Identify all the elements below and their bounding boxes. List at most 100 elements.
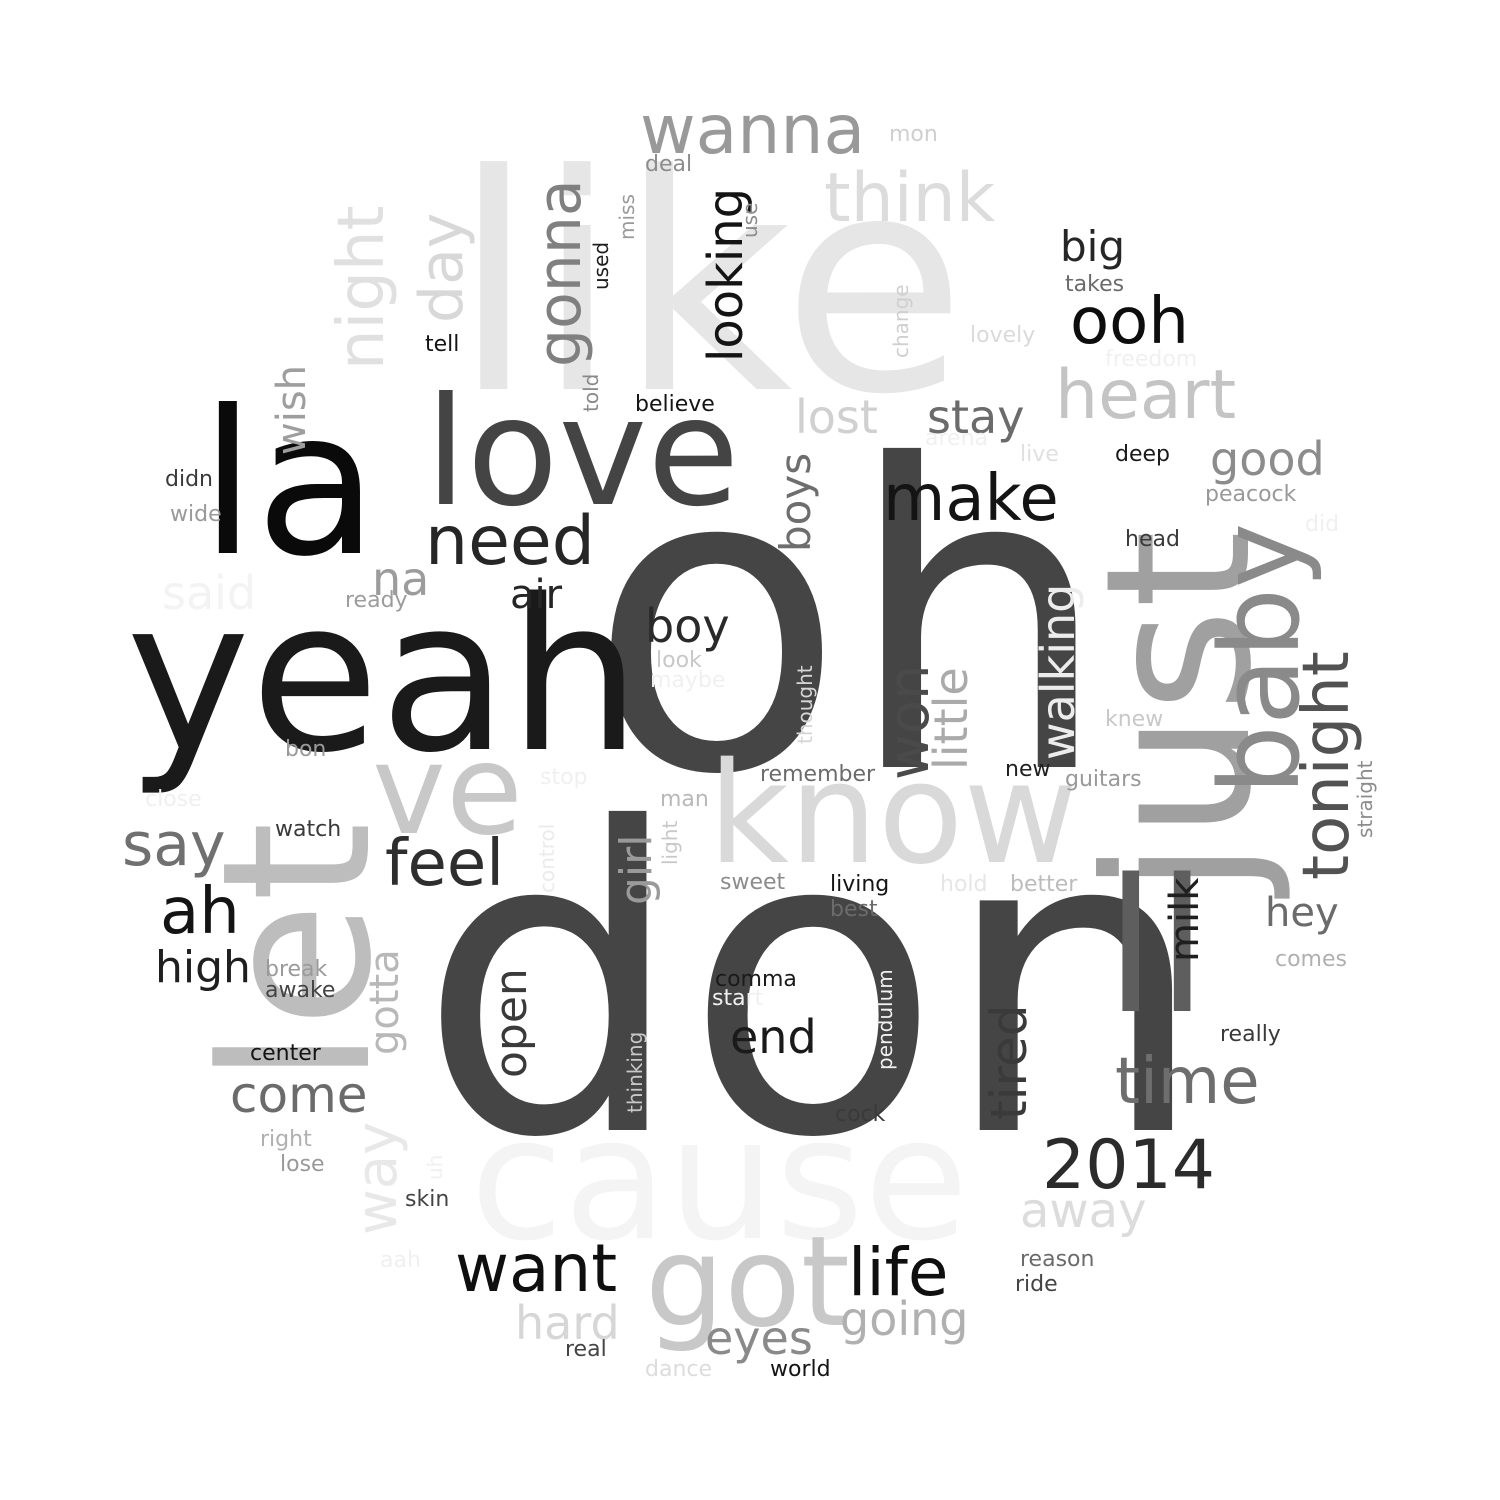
- word-new: new: [1005, 757, 1051, 782]
- word-right: right: [260, 1127, 312, 1152]
- word-takes: takes: [1065, 272, 1125, 297]
- word-really: really: [1220, 1022, 1281, 1047]
- word-live: live: [1020, 442, 1059, 467]
- word-use: use: [738, 202, 762, 238]
- word-deal: deal: [645, 152, 693, 177]
- word-used: used: [589, 241, 613, 290]
- word-boys: boys: [771, 452, 820, 552]
- word-best: best: [830, 897, 878, 922]
- word-hold: hold: [940, 872, 988, 897]
- word-day: day: [407, 212, 477, 323]
- word-girl: girl: [611, 834, 662, 905]
- word-big: big: [1060, 222, 1125, 271]
- word-told: told: [579, 373, 603, 412]
- word-stay: stay: [927, 390, 1025, 444]
- word-open: open: [486, 968, 537, 1078]
- word-thinking: thinking: [623, 1031, 647, 1113]
- word-tonight: tonight: [1290, 651, 1364, 880]
- word-time: time: [1115, 1045, 1260, 1119]
- word-boy: boy: [645, 599, 730, 653]
- word-dance: dance: [645, 1357, 713, 1382]
- word-know: know: [708, 733, 1078, 896]
- word-wanna: wanna: [640, 91, 866, 170]
- word-awake: awake: [265, 978, 336, 1003]
- word-gotta: gotta: [362, 949, 408, 1055]
- word-did: did: [1305, 512, 1340, 537]
- word-better: better: [1010, 872, 1078, 897]
- word-maybe: maybe: [650, 668, 726, 693]
- word-world: world: [770, 1357, 831, 1382]
- word-light: light: [658, 820, 682, 865]
- word-sweet: sweet: [720, 870, 786, 895]
- word-cock: cock: [835, 1102, 886, 1127]
- word-real: real: [565, 1337, 607, 1362]
- word-life: life: [848, 1234, 949, 1311]
- word-stop: stop: [540, 765, 588, 790]
- word-love: love: [425, 366, 740, 540]
- word-wide: wide: [170, 502, 222, 527]
- word-la: la: [200, 368, 379, 601]
- word-living: living: [830, 872, 890, 897]
- word-control: control: [535, 823, 559, 893]
- word-didn: didn: [165, 467, 213, 492]
- word-tired: tired: [980, 1004, 1038, 1120]
- word-mon: mon: [889, 122, 938, 147]
- word-aah: aah: [380, 1248, 421, 1273]
- word-oh: oh: [588, 378, 1112, 867]
- word-way: way: [345, 1121, 410, 1235]
- word-good: good: [1210, 432, 1325, 486]
- word-ll: ll: [1105, 839, 1208, 1055]
- word-pendulum: pendulum: [873, 969, 897, 1070]
- word-bon: bon: [285, 737, 327, 762]
- word-feel: feel: [385, 827, 505, 901]
- word-going: going: [840, 1292, 969, 1346]
- word-arena: arena: [925, 426, 989, 451]
- word-ah: ah: [160, 875, 240, 949]
- word-believe: believe: [635, 392, 715, 417]
- word-need: need: [425, 502, 595, 581]
- word-change: change: [889, 284, 913, 358]
- word-knew: knew: [1105, 707, 1164, 732]
- word-comma: comma: [715, 967, 797, 992]
- word-said: said: [162, 566, 257, 620]
- word-ooh: ooh: [1070, 285, 1189, 359]
- word-walking: walking: [1031, 583, 1085, 760]
- word-na: na: [372, 552, 430, 606]
- word-night: night: [325, 205, 399, 370]
- word-wish: wish: [269, 364, 315, 455]
- word-uh: uh: [423, 1154, 447, 1180]
- word-little: little: [924, 667, 978, 770]
- word-miss: miss: [615, 194, 639, 240]
- word-got: got: [645, 1210, 850, 1355]
- word-guitars: guitars: [1065, 767, 1142, 792]
- word-peacock: peacock: [1205, 482, 1297, 507]
- word-lose: lose: [280, 1152, 325, 1177]
- word-deep: deep: [1115, 442, 1170, 467]
- word-come: come: [230, 1066, 368, 1124]
- word-heart: heart: [1055, 356, 1237, 435]
- word-gonna: gonna: [525, 179, 595, 367]
- word-head: head: [1125, 527, 1180, 552]
- word-lovely: lovely: [970, 323, 1036, 348]
- word-thought: thought: [793, 665, 817, 744]
- word-eyes: eyes: [705, 1311, 813, 1365]
- word-reason: reason: [1020, 1247, 1095, 1272]
- word-straight: straight: [1353, 760, 1377, 838]
- word-hard: hard: [515, 1296, 620, 1350]
- word-break: break: [265, 957, 328, 982]
- word-ve: ve: [372, 718, 523, 863]
- word-start: start: [712, 986, 764, 1011]
- word-skin: skin: [405, 1187, 450, 1212]
- word-air: air: [510, 572, 563, 618]
- word-want: want: [455, 1230, 618, 1307]
- word-tell: tell: [425, 332, 460, 357]
- word-milk: milk: [1162, 877, 1208, 962]
- word-say: say: [122, 810, 226, 880]
- word-2014: 2014: [1042, 1126, 1216, 1205]
- word-cause: cause: [470, 1081, 969, 1279]
- word-ride: ride: [1015, 1272, 1058, 1297]
- word-like: like: [452, 111, 967, 460]
- word-hey: hey: [1265, 890, 1339, 936]
- word-remember: remember: [760, 762, 876, 787]
